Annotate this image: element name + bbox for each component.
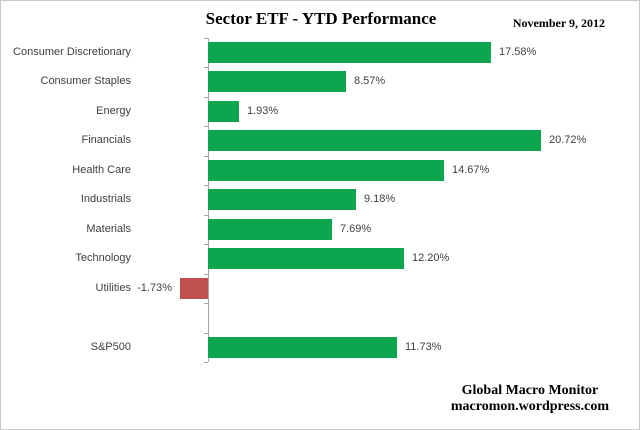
axis-tick bbox=[204, 38, 208, 39]
category-label: S&P500 bbox=[90, 341, 131, 353]
category-label: Technology bbox=[75, 252, 131, 264]
bar-materials bbox=[208, 219, 332, 240]
axis-tick bbox=[204, 126, 208, 127]
value-label: 9.18% bbox=[364, 193, 396, 205]
value-label: 17.58% bbox=[499, 46, 537, 58]
value-label: 7.69% bbox=[340, 223, 372, 235]
bar-technology bbox=[208, 248, 404, 269]
value-label: 11.73% bbox=[405, 341, 442, 353]
footer: Global Macro Monitor macromon.wordpress.… bbox=[451, 383, 609, 416]
category-label: Consumer Discretionary bbox=[13, 46, 131, 58]
bar-financials bbox=[208, 130, 541, 151]
value-label: 20.72% bbox=[549, 134, 587, 146]
category-label: Energy bbox=[96, 105, 131, 117]
category-label: Utilities bbox=[95, 282, 131, 294]
bar-consumer-discretionary bbox=[208, 42, 491, 63]
value-label: 14.67% bbox=[452, 164, 490, 176]
value-label: 8.57% bbox=[354, 75, 386, 87]
axis-tick bbox=[204, 97, 208, 98]
axis-tick bbox=[204, 156, 208, 157]
axis-tick bbox=[204, 67, 208, 68]
value-label: 1.93% bbox=[247, 105, 279, 117]
footer-brand: Global Macro Monitor bbox=[461, 382, 599, 398]
category-label: Financials bbox=[81, 134, 131, 146]
bar-energy bbox=[208, 101, 239, 122]
bar-utilities bbox=[180, 278, 208, 299]
chart-title: Sector ETF - YTD Performance bbox=[205, 9, 437, 28]
bar-s-p500 bbox=[208, 337, 397, 358]
category-label: Health Care bbox=[72, 164, 131, 176]
axis-tick bbox=[204, 303, 208, 304]
axis-tick bbox=[204, 185, 208, 186]
value-label: 12.20% bbox=[412, 252, 450, 264]
axis-tick bbox=[204, 244, 208, 245]
bar-health-care bbox=[208, 160, 444, 181]
footer-url: macromon.wordpress.com bbox=[450, 399, 609, 415]
axis-tick bbox=[204, 215, 208, 216]
chart-date: November 9, 2012 bbox=[512, 16, 605, 30]
bar-consumer-staples bbox=[208, 71, 346, 92]
value-label: -1.73% bbox=[137, 282, 172, 294]
axis-tick bbox=[204, 274, 208, 275]
category-label: Consumer Staples bbox=[40, 75, 132, 87]
axis-tick bbox=[204, 333, 208, 334]
axis-tick bbox=[204, 362, 208, 363]
bar-industrials bbox=[208, 189, 356, 210]
category-label: Industrials bbox=[80, 193, 131, 205]
category-label: Materials bbox=[86, 223, 131, 235]
